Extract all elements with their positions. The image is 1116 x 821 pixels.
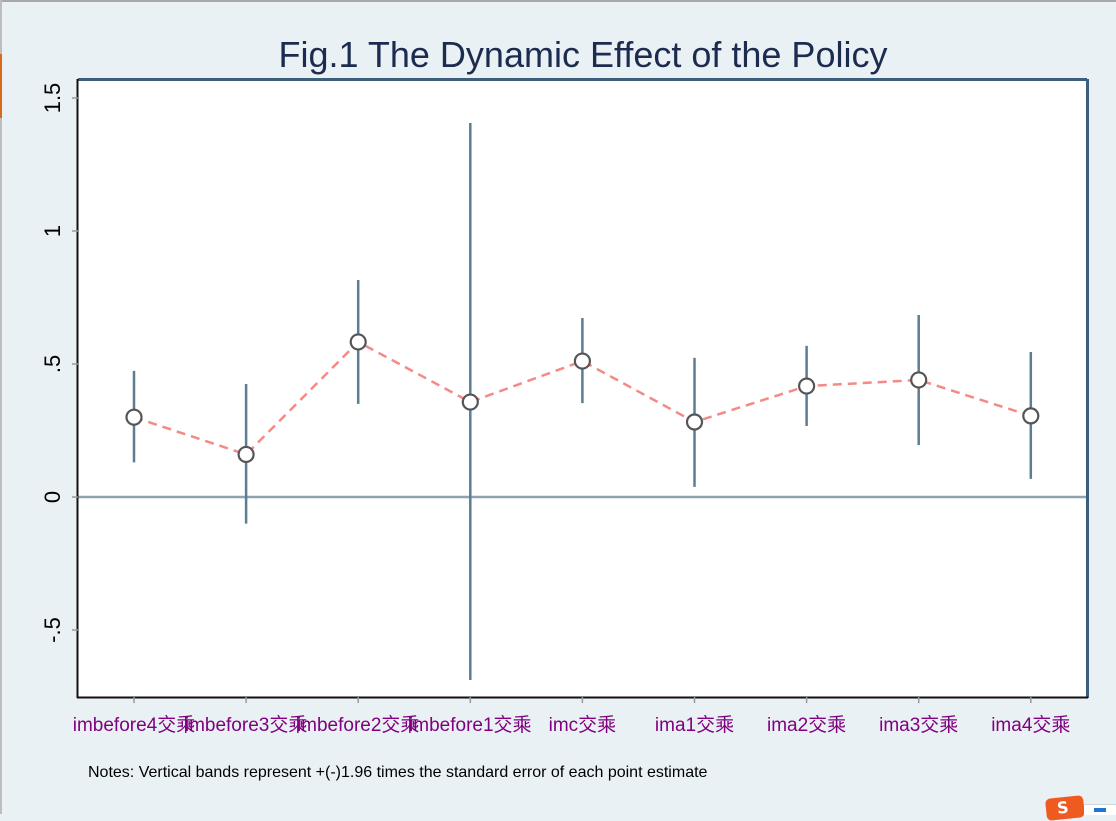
point-estimate-marker bbox=[1022, 407, 1040, 425]
background-window-accent bbox=[0, 54, 2, 118]
ime-logo-icon[interactable]: S bbox=[1044, 795, 1086, 821]
point-estimate-marker bbox=[125, 408, 143, 426]
x-tick-label: ima1交乘 bbox=[655, 714, 734, 736]
point-estimate-marker bbox=[461, 393, 479, 411]
point-estimate-marker bbox=[910, 371, 928, 389]
x-tick-label: imbefore4交乘 bbox=[73, 714, 196, 736]
y-tick-label: 1.5 bbox=[40, 83, 65, 114]
x-tick-label: imbefore1交乘 bbox=[409, 714, 532, 736]
point-estimate-marker bbox=[573, 352, 592, 370]
estimate-connector-line bbox=[133, 340, 1032, 456]
y-tick-label: -.5 bbox=[40, 617, 65, 643]
background-window-edge bbox=[0, 0, 2, 814]
y-tick-label: 1 bbox=[40, 225, 65, 237]
x-tick-label: imc交乘 bbox=[549, 714, 617, 736]
x-tick-label: imbefore3交乘 bbox=[185, 714, 308, 736]
point-estimate-marker bbox=[237, 445, 255, 464]
point-estimate-marker bbox=[685, 413, 704, 431]
chart-title: Fig.1 The Dynamic Effect of the Policy bbox=[279, 34, 888, 75]
x-tick-label: ima2交乘 bbox=[767, 714, 846, 736]
ime-toolbar-icon[interactable] bbox=[1094, 808, 1106, 812]
y-tick-label: 0 bbox=[40, 491, 65, 503]
x-tick-label: ima3交乘 bbox=[879, 714, 958, 736]
x-tick-label: imbefore2交乘 bbox=[297, 714, 420, 736]
point-estimate-marker bbox=[349, 333, 367, 351]
x-tick-label: ima4交乘 bbox=[991, 714, 1070, 736]
chart-note: Notes: Vertical bands represent +(-)1.96… bbox=[88, 764, 708, 781]
y-tick-label: .5 bbox=[40, 355, 65, 373]
point-estimate-marker bbox=[797, 377, 816, 395]
window-top-border bbox=[0, 0, 1116, 2]
